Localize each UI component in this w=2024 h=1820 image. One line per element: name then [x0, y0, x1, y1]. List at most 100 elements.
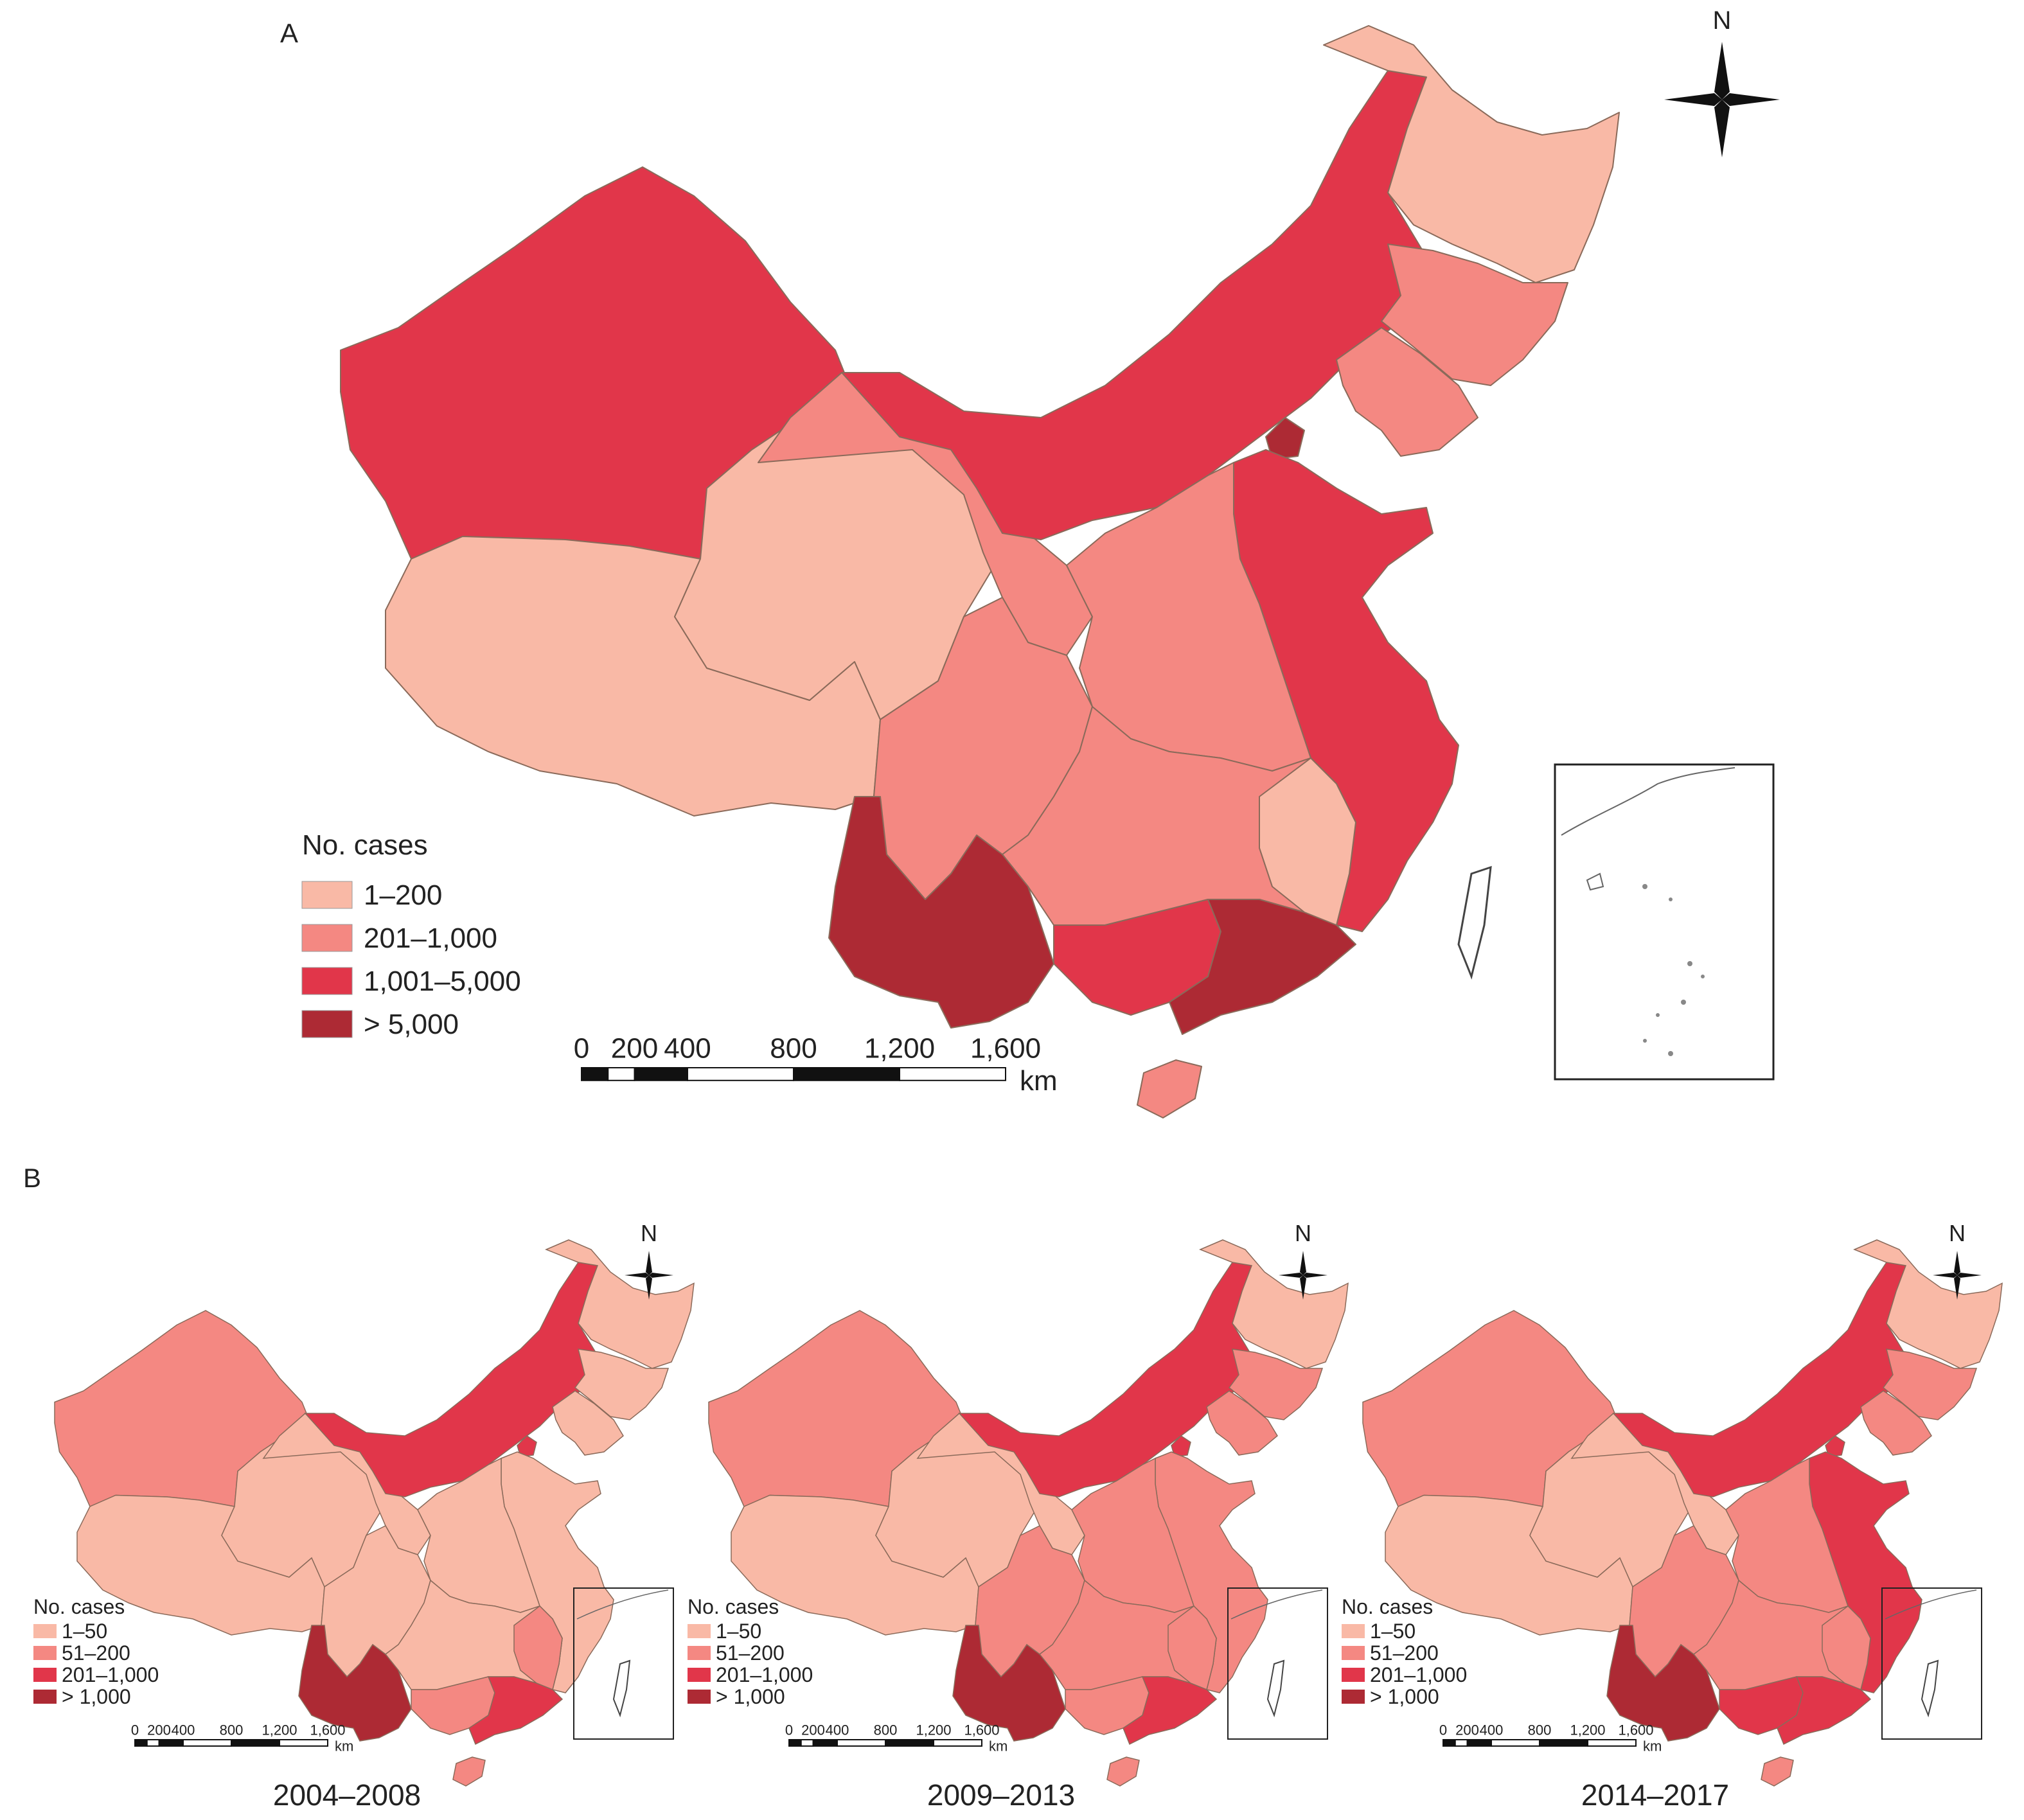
b-scale-segment	[146, 1739, 160, 1747]
b-scale-segment	[158, 1739, 184, 1747]
region-taiwan	[1457, 865, 1492, 980]
region-liaoning	[552, 1390, 624, 1456]
legend-swatch	[33, 1690, 57, 1704]
legend-title: No. cases	[33, 1595, 125, 1618]
a-scale-tick: 400	[664, 1033, 711, 1065]
north-label: N	[641, 1220, 657, 1246]
legend-label: > 1,000	[62, 1685, 131, 1708]
b-scale-segment	[134, 1739, 148, 1747]
b-scale-tick: 200	[801, 1722, 825, 1738]
region-inner-mongolia	[304, 1262, 599, 1498]
legend-swatch	[33, 1646, 57, 1660]
b-scale-segment	[1491, 1739, 1540, 1747]
inset-box	[1227, 1587, 1328, 1740]
south-china-sea-inset-a	[1554, 763, 1775, 1081]
b-scale-tick: 400	[1480, 1722, 1504, 1738]
a-scale-segment	[687, 1067, 794, 1081]
region-jilin	[1381, 243, 1568, 386]
region-hainan	[1761, 1756, 1794, 1787]
a-scale-tick: 800	[770, 1033, 817, 1065]
region-heilongjiang	[1853, 1239, 2003, 1369]
legend-swatch	[1342, 1624, 1365, 1638]
region-inner-mongolia	[841, 70, 1427, 540]
b-scale-tick: 1,200	[1570, 1722, 1605, 1738]
b-scale-tick: 800	[220, 1722, 244, 1738]
panel-a-map: N No. cases 1–200 201–1,000 1,001–5,000 > 5…	[301, 6, 1780, 1118]
legend-swatch	[688, 1624, 711, 1638]
region-hainan	[1137, 1059, 1202, 1118]
panel-b-label: B	[23, 1163, 42, 1193]
region-heilongjiang	[1199, 1239, 1349, 1369]
region-inner-mongolia	[958, 1262, 1253, 1498]
legend-label: 51–200	[716, 1641, 785, 1665]
legend-label: > 1,000	[1370, 1685, 1439, 1708]
b-scale-tick: 0	[131, 1722, 139, 1738]
legend-swatch	[688, 1646, 711, 1660]
b-scale-tick: 1,600	[310, 1722, 345, 1738]
region-jilin	[1882, 1348, 1978, 1420]
period-title: 2004–2008	[273, 1778, 421, 1812]
north-label: N	[1295, 1220, 1311, 1246]
legend-label: 51–200	[1370, 1641, 1439, 1665]
north-arrow-icon	[1279, 1251, 1327, 1300]
legend-a-label: 1,001–5,000	[364, 966, 521, 997]
b-scale-tick: 800	[874, 1722, 898, 1738]
china-map-regions	[340, 25, 1620, 1118]
b-scale-tick: 1,600	[964, 1722, 999, 1738]
region-liaoning	[1336, 327, 1478, 457]
b-scale-tick: 400	[826, 1722, 849, 1738]
b-scale-unit: km	[335, 1738, 353, 1754]
b-scale-tick: 1,200	[916, 1722, 951, 1738]
north-arrow-a	[1664, 42, 1780, 157]
region-heilongjiang	[1323, 25, 1620, 283]
legend-a-title: No. cases	[302, 829, 428, 861]
legend-swatch	[1342, 1668, 1365, 1682]
region-hainan	[1106, 1756, 1140, 1787]
b-scale-segment	[1587, 1739, 1637, 1747]
inset-coastline	[576, 1589, 669, 1620]
b-scale-segment	[1466, 1739, 1492, 1747]
north-arrow-icon	[1933, 1251, 1982, 1300]
a-scale-tick: 200	[611, 1033, 658, 1065]
legend-a-swatch	[301, 967, 353, 995]
small-map-regions	[54, 1239, 695, 1787]
region-liaoning	[1206, 1390, 1278, 1456]
b-scale-tick: 800	[1528, 1722, 1552, 1738]
legend-a-label: 1–200	[364, 879, 442, 911]
legend-a-swatch	[301, 924, 353, 952]
region-taiwan	[612, 1659, 631, 1718]
b-scale-segment	[182, 1739, 232, 1747]
b-scale-segment	[885, 1739, 934, 1747]
legend-label: 1–50	[1370, 1620, 1416, 1643]
a-scale-tick: 1,600	[970, 1033, 1041, 1065]
legend-swatch	[1342, 1646, 1365, 1660]
north-label-a: N	[1713, 6, 1732, 35]
b-scale-segment	[933, 1739, 982, 1747]
legend-label: 201–1,000	[62, 1663, 159, 1686]
legend-swatch	[688, 1690, 711, 1704]
a-scale-segment	[581, 1067, 609, 1081]
region-fujian	[513, 1605, 563, 1691]
inset-coastline	[1885, 1589, 1977, 1620]
b-scale-tick: 400	[172, 1722, 195, 1738]
legend-a-swatch	[301, 1010, 353, 1038]
a-scale-unit: km	[1020, 1065, 1058, 1097]
b-scale-segment	[279, 1739, 328, 1747]
legend-a: No. cases 1–200 201–1,000 1,001–5,000 > 5,0…	[301, 829, 521, 1040]
b-scale-segment	[1454, 1739, 1468, 1747]
north-arrow-icon	[625, 1251, 673, 1300]
region-inner-mongolia	[1612, 1262, 1907, 1498]
a-scale-tick: 1,200	[864, 1033, 935, 1065]
b-scale-tick: 0	[1439, 1722, 1447, 1738]
a-scale-tick: 0	[574, 1033, 589, 1065]
inset-coastline	[1230, 1589, 1323, 1620]
region-taiwan	[1266, 1659, 1285, 1718]
legend-label: 1–50	[62, 1620, 107, 1643]
legend-label: 201–1,000	[716, 1663, 813, 1686]
